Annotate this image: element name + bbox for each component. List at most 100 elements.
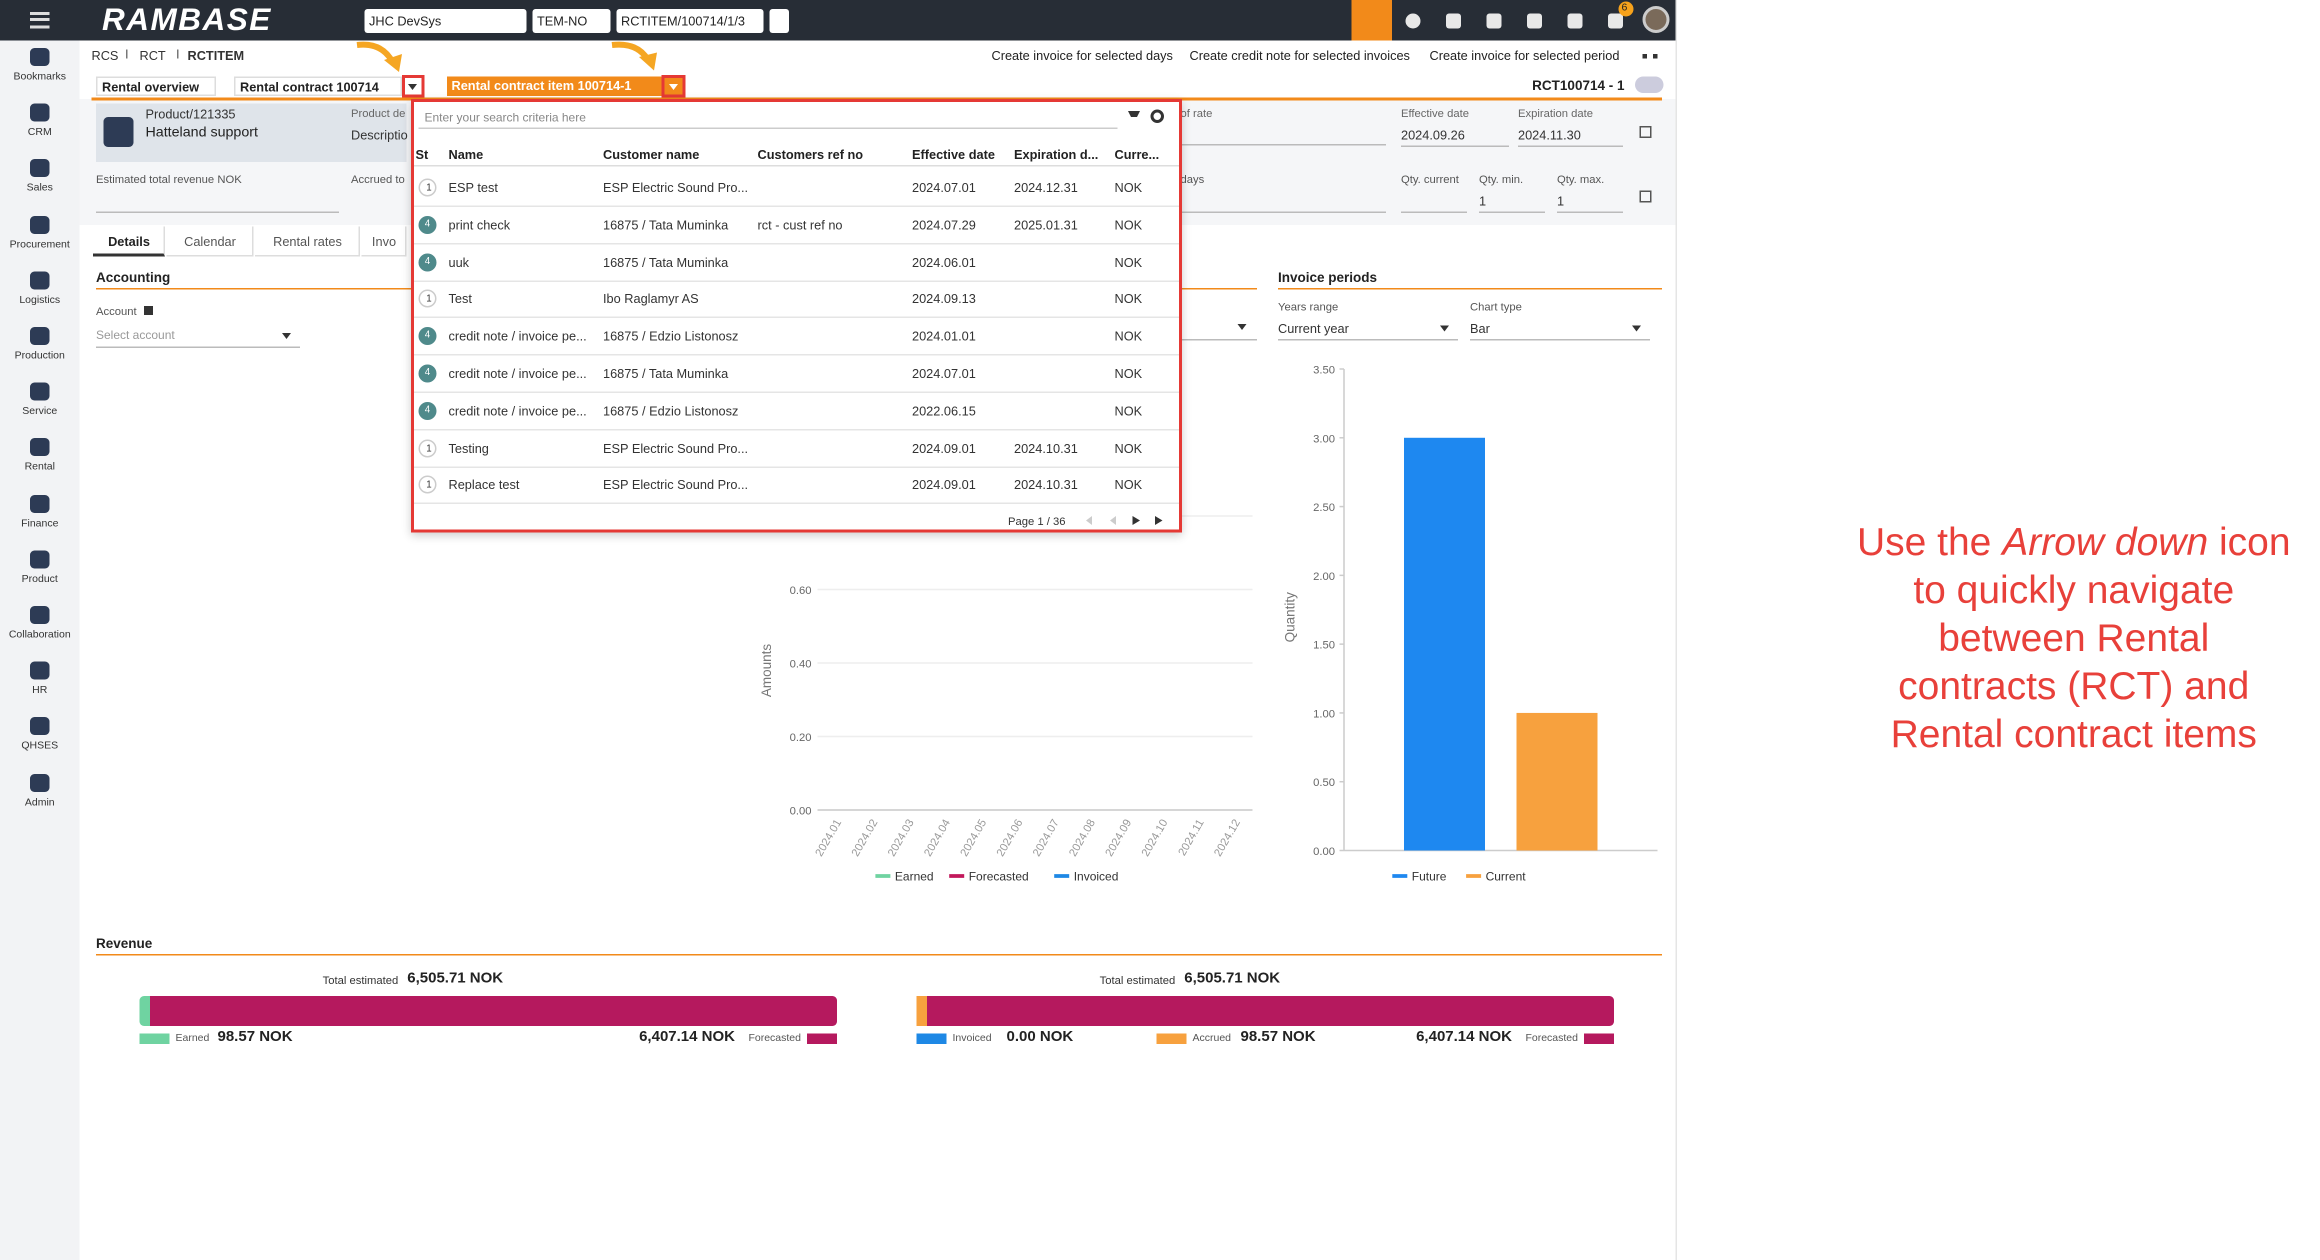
sidebar-icon[interactable] — [30, 271, 50, 290]
field-value[interactable]: Bar — [1470, 321, 1490, 336]
y-tick-label: 1.00 — [1313, 708, 1335, 720]
toolbar-icon[interactable] — [1567, 13, 1583, 29]
toolbar-icon[interactable] — [1608, 13, 1623, 29]
status-badge[interactable]: 4 — [418, 327, 437, 346]
cell[interactable]: credit note / invoice pe... — [448, 328, 587, 344]
sidebar-label[interactable]: CRM — [27, 127, 52, 139]
cell[interactable]: credit note / invoice pe... — [448, 366, 587, 381]
status-badge[interactable]: 1 — [418, 178, 437, 197]
status-badge[interactable]: 4 — [418, 364, 437, 383]
column-header[interactable]: Customers ref no — [757, 147, 864, 162]
top-bar — [0, 0, 1676, 41]
sidebar-label[interactable]: HR — [32, 685, 48, 697]
nav-item[interactable]: Rental contract 100714 — [234, 76, 402, 96]
nav-item[interactable]: Rental overview — [96, 76, 216, 96]
sidebar-icon[interactable] — [30, 215, 50, 234]
tab[interactable]: Rental rates — [255, 226, 360, 257]
sidebar-icon[interactable] — [30, 103, 50, 122]
sidebar-label[interactable]: Finance — [21, 518, 59, 529]
settings-icon[interactable] — [1150, 109, 1164, 123]
tab[interactable]: Calendar — [166, 226, 254, 257]
status-text: 1 — [426, 480, 432, 492]
tab[interactable]: Invo — [361, 226, 407, 257]
sidebar-icon[interactable] — [30, 159, 50, 178]
menu-icon[interactable] — [30, 12, 50, 29]
filter-icon[interactable] — [1128, 111, 1140, 123]
cell[interactable]: ESP test — [448, 180, 498, 195]
sidebar-icon[interactable] — [30, 327, 50, 345]
object-input[interactable]: RCTITEM/100714/1/3 — [616, 9, 764, 33]
edit-icon[interactable] — [1639, 190, 1652, 203]
sidebar-label[interactable]: Service — [22, 406, 58, 418]
pager-button[interactable] — [1083, 516, 1092, 525]
tab[interactable]: Details — [93, 226, 165, 257]
column-header[interactable]: Effective date — [912, 147, 995, 162]
more-button[interactable] — [1642, 54, 1658, 59]
column-header[interactable]: Curre... — [1114, 147, 1160, 162]
breadcrumb[interactable]: RCS — [91, 48, 119, 63]
cell[interactable]: Testing — [448, 440, 489, 456]
toolbar-icon[interactable] — [1446, 13, 1461, 29]
sidebar-label[interactable]: Logistics — [19, 295, 61, 306]
row-separator — [414, 354, 1179, 356]
sidebar-label[interactable]: Production — [14, 351, 65, 362]
avatar[interactable] — [1642, 6, 1670, 33]
cell[interactable]: uuk — [448, 254, 470, 270]
pager-button[interactable] — [1155, 516, 1164, 525]
revenue-value: 6,407.14 NOK — [639, 1029, 735, 1046]
column-header[interactable]: St — [415, 147, 429, 162]
sidebar-icon[interactable] — [30, 661, 50, 680]
status-badge[interactable]: 4 — [418, 215, 437, 234]
action[interactable]: Create invoice for selected days — [991, 48, 1173, 63]
sidebar-label[interactable]: QHSES — [21, 741, 59, 753]
status-badge[interactable]: 1 — [418, 290, 437, 309]
pager-button[interactable] — [1107, 516, 1116, 525]
sidebar-icon[interactable] — [30, 494, 50, 513]
edit-icon[interactable] — [1639, 126, 1652, 138]
region-select[interactable]: TEM-NO — [532, 9, 611, 33]
column-header[interactable]: Expiration d... — [1014, 147, 1099, 162]
sidebar-label[interactable]: Product — [21, 574, 58, 585]
status-badge[interactable]: 1 — [418, 438, 437, 457]
sidebar-label[interactable]: Bookmarks — [13, 72, 66, 83]
product-id[interactable]: Product/121335 — [145, 106, 236, 122]
sidebar-icon[interactable] — [30, 773, 50, 792]
cell[interactable]: Replace test — [448, 477, 520, 493]
x-tick-label: 2024.09 — [1103, 818, 1134, 859]
cell[interactable]: Test — [448, 291, 472, 307]
action[interactable]: Create invoice for selected period — [1429, 48, 1620, 63]
toolbar-icon[interactable] — [1527, 13, 1542, 29]
company-select[interactable]: JHC DevSys — [364, 9, 527, 33]
status-badge[interactable]: 4 — [418, 401, 437, 420]
cell[interactable]: credit note / invoice pe... — [448, 403, 587, 419]
toolbar-icon[interactable] — [1405, 13, 1421, 29]
sidebar-label[interactable]: Admin — [24, 797, 55, 808]
sidebar-label[interactable]: Collaboration — [8, 630, 71, 641]
status-badge[interactable]: 4 — [418, 252, 437, 271]
sidebar-icon[interactable] — [30, 606, 50, 624]
sidebar-label[interactable]: Procurement — [9, 239, 70, 250]
sidebar-icon[interactable] — [30, 550, 50, 569]
sidebar-icon[interactable] — [30, 438, 50, 457]
toolbar-icon[interactable] — [1486, 13, 1502, 29]
status-badge[interactable]: 1 — [418, 476, 437, 495]
toggle[interactable] — [1635, 76, 1664, 93]
sidebar-icon[interactable] — [30, 717, 50, 736]
nav-item-active[interactable]: Rental contract item 100714-1 — [447, 76, 662, 96]
search-input[interactable]: Enter your search criteria here — [418, 107, 1118, 129]
column-header[interactable]: Name — [448, 147, 484, 162]
breadcrumb[interactable]: RCT — [139, 48, 166, 63]
cell: 2024.12.31 — [1014, 180, 1078, 195]
sidebar-label[interactable]: Rental — [24, 462, 55, 474]
back-button[interactable] — [769, 9, 789, 33]
field-placeholder[interactable]: Select account — [96, 328, 175, 343]
action[interactable]: Create credit note for selected invoices — [1189, 48, 1410, 63]
field-value[interactable]: Current year — [1278, 321, 1349, 336]
column-header[interactable]: Customer name — [603, 147, 700, 162]
pager-button[interactable] — [1132, 516, 1142, 525]
cell[interactable]: print check — [448, 217, 511, 233]
sidebar-icon[interactable] — [30, 382, 50, 401]
sidebar-icon[interactable] — [30, 48, 50, 66]
sidebar-label[interactable]: Sales — [26, 183, 53, 195]
warning-button[interactable] — [1351, 0, 1392, 41]
